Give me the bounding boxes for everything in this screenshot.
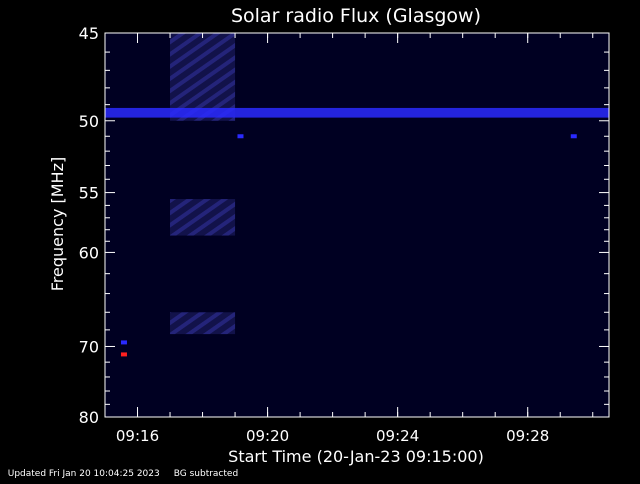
x-tick-label-1: 09:20 xyxy=(246,427,289,445)
x-axis-label: Start Time (20-Jan-23 09:15:00) xyxy=(228,447,484,466)
y-tick-label-4: 70 xyxy=(79,337,99,356)
band-3 xyxy=(170,312,236,335)
x-tick-label-2: 09:24 xyxy=(376,427,419,445)
y-tick-label-0: 45 xyxy=(79,24,99,43)
y-axis-label: Frequency [MHz] xyxy=(48,157,67,291)
background-note: BG subtracted xyxy=(173,469,239,479)
spot-7 xyxy=(120,352,127,357)
footer: Updated Fri Jan 20 10:04:25 2023 BG subtr… xyxy=(2,459,252,479)
y-tick-label-2: 55 xyxy=(79,184,99,203)
spot-5 xyxy=(570,134,577,139)
updated-timestamp: Updated Fri Jan 20 10:04:25 2023 xyxy=(7,469,160,479)
chart-title: Solar radio Flux (Glasgow) xyxy=(231,5,481,27)
spot-6 xyxy=(120,340,127,345)
x-tick-label-3: 09:28 xyxy=(506,427,549,445)
spot-4 xyxy=(237,134,244,139)
x-tick-label-0: 09:16 xyxy=(116,427,159,445)
y-axis: 45 50 55 60 70 80 xyxy=(79,24,609,427)
y-tick-label-5: 80 xyxy=(79,408,99,427)
band-2 xyxy=(170,199,236,236)
band-0 xyxy=(170,33,236,121)
x-axis: 09:16 09:20 09:24 09:28 xyxy=(104,33,594,445)
y-tick-label-1: 50 xyxy=(79,112,99,131)
features-layer xyxy=(105,33,609,357)
band-1 xyxy=(105,107,609,118)
plot-frame xyxy=(104,32,610,418)
y-tick-label-3: 60 xyxy=(79,243,99,262)
